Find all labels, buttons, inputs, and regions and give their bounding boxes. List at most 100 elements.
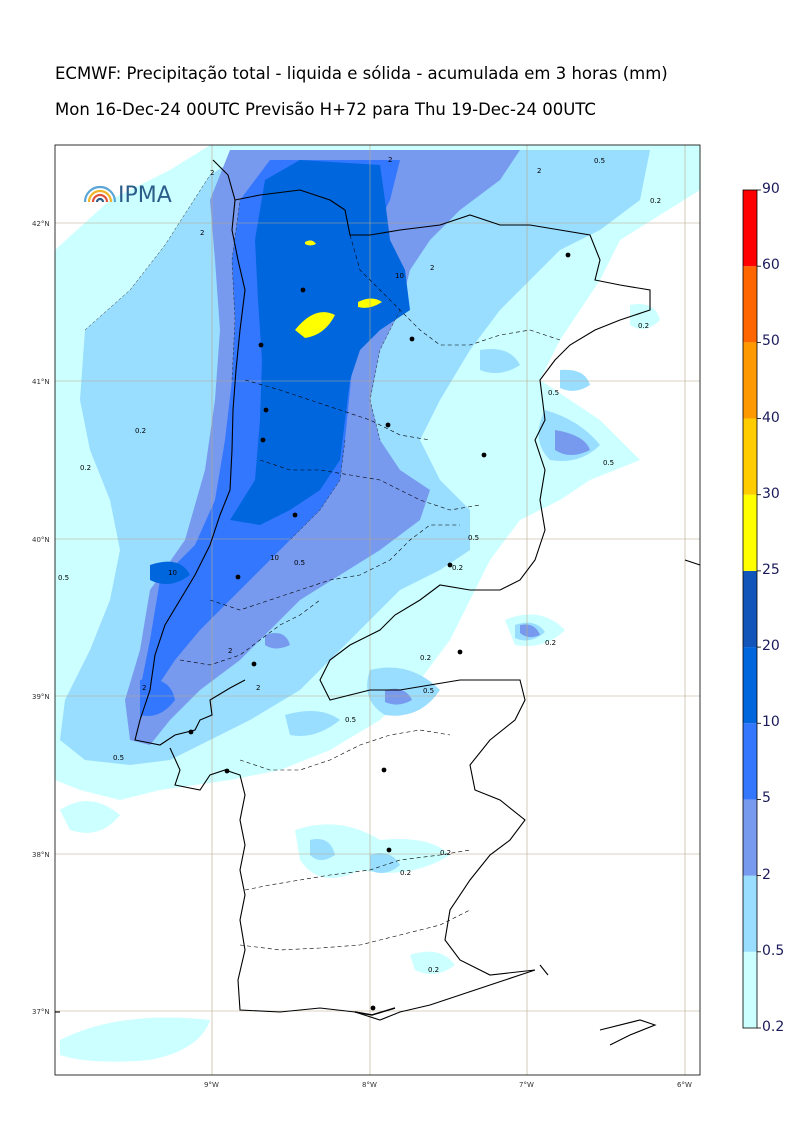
lon-label: 8°W: [362, 1081, 377, 1089]
precip-area-10-b: [150, 561, 190, 584]
colorbar-level-label: 50: [762, 333, 780, 350]
contour-label: 0.5: [468, 534, 479, 542]
lat-label: 37°N: [32, 1008, 50, 1016]
lon-label: 7°W: [519, 1081, 534, 1089]
contour-label: 10: [270, 554, 279, 562]
contour-label: 2: [256, 684, 260, 692]
colorbar-segment: [743, 647, 757, 724]
contour-label: 0.5: [548, 389, 559, 397]
precip-area-2-b: [555, 430, 590, 455]
contour-label: 0.5: [113, 754, 124, 762]
graticule: [55, 145, 700, 1075]
precip-area-2-c: [520, 624, 540, 638]
precip-area-0.2-c: [295, 824, 450, 878]
colorbar-segment: [743, 875, 757, 952]
precip-area-0.5-e: [285, 711, 340, 736]
lon-label: 9°W: [204, 1081, 219, 1089]
precip-area-5-b: [140, 679, 175, 716]
contour-label: 0.2: [650, 197, 661, 205]
district-borders: [179, 234, 561, 951]
precip-area-2-e: [385, 688, 412, 705]
contour-label: 2: [200, 229, 204, 237]
contour-label: 2: [228, 647, 232, 655]
colorbar-segment: [743, 799, 757, 876]
chart-title: ECMWF: Precipitação total - liquida e só…: [55, 64, 668, 83]
colorbar-level-label: 0.2: [762, 1019, 785, 1035]
precip-area-0.2-e: [60, 1017, 210, 1062]
contour-label: 2: [430, 264, 434, 272]
contour-label: 2: [210, 169, 214, 177]
precipitation-fields: [55, 145, 700, 1062]
contour-label: 2: [537, 167, 541, 175]
precip-area-2-d: [265, 632, 290, 649]
contour-label: 0.5: [603, 459, 614, 467]
precip-area-20: [295, 312, 335, 338]
contour-label: 10: [395, 272, 404, 280]
colorbar-level-label: 40: [762, 409, 780, 426]
city-markers: [188, 252, 571, 1011]
contour-label: 2: [388, 156, 392, 164]
colorbar-segment: [743, 951, 757, 1028]
contour-label: 10: [168, 569, 177, 577]
ipma-logo: IPMA: [83, 183, 172, 208]
lon-label: 6°W: [677, 1081, 692, 1089]
colorbar-frame: [742, 189, 758, 1029]
colorbar-level-label: 0.5: [762, 942, 785, 959]
precip-area-20-c: [305, 240, 316, 246]
contour-label: 0.2: [440, 849, 451, 857]
contour-label: 0.5: [423, 687, 434, 695]
colorbar-segment: [743, 570, 757, 648]
precip-area-0.2-f: [410, 951, 455, 974]
colorbar-segment: [743, 190, 757, 267]
colorbar-segment: [743, 418, 757, 495]
colorbar-segment: [743, 723, 757, 800]
precip-area-0.5-c: [560, 369, 590, 391]
colorbar-level-label: 90: [762, 181, 780, 197]
contour-label: 0.2: [400, 869, 411, 877]
colorbar-segment: [743, 266, 757, 343]
colorbar-level-label: 60: [762, 257, 780, 274]
colorbar-level-label: 2: [762, 866, 771, 883]
lon-axis-labels: 9°W 8°W 7°W 6°W: [204, 1081, 692, 1089]
coastline: [55, 159, 536, 1021]
precip-area-0.5-i: [370, 852, 400, 874]
precip-area-10: [230, 160, 410, 525]
contour-label: 0.5: [594, 157, 605, 165]
lat-axis-labels: 42°N 41°N 40°N 39°N 38°N 37°N: [32, 220, 50, 1016]
colorbar-level-label: 25: [762, 561, 780, 578]
colorbar-level-label: 30: [762, 485, 780, 502]
contour-label: 0.2: [428, 966, 439, 974]
forecast-subtitle: Mon 16-Dec-24 00UTC Previsão H+72 para T…: [55, 100, 596, 119]
colorbar: [742, 189, 761, 1029]
contour-label: 0.2: [638, 322, 649, 330]
contour-label: 0.5: [294, 559, 305, 567]
contour-label: 0.2: [80, 464, 91, 472]
rainbow-arc-icon: [83, 185, 117, 203]
contour-labels: 0.2 0.2 0.2 0.2 0.2 0.2 0.2 0.2 0.2 0.2 …: [58, 156, 661, 974]
contour-label: 0.5: [58, 574, 69, 582]
logo-text: IPMA: [118, 183, 172, 208]
map-frame: [54, 144, 701, 1076]
colorbar-segment: [743, 342, 757, 419]
precip-area-0.5-g: [480, 349, 520, 374]
contour-label: 0.5: [345, 716, 356, 724]
contour-label: 0.2: [545, 639, 556, 647]
colorbar-level-label: 10: [762, 714, 780, 731]
country-border: [234, 189, 701, 1046]
precip-area-0.2-b: [60, 801, 120, 833]
contour-label: 0.2: [420, 654, 431, 662]
precip-area-0.5-h: [310, 839, 335, 860]
lat-label: 41°N: [32, 378, 50, 386]
lat-label: 38°N: [32, 851, 50, 859]
precip-area-0.2-g: [630, 304, 660, 329]
contour-label: 0.2: [135, 427, 146, 435]
lat-label: 40°N: [32, 536, 50, 544]
contour-lines: [84, 174, 401, 541]
colorbar-level-label: 20: [762, 638, 780, 655]
lat-label: 39°N: [32, 693, 50, 701]
contour-label: 2: [142, 684, 146, 692]
contour-label: 0.2: [452, 564, 463, 572]
colorbar-level-label: 5: [762, 790, 771, 807]
lat-label: 42°N: [32, 220, 50, 228]
